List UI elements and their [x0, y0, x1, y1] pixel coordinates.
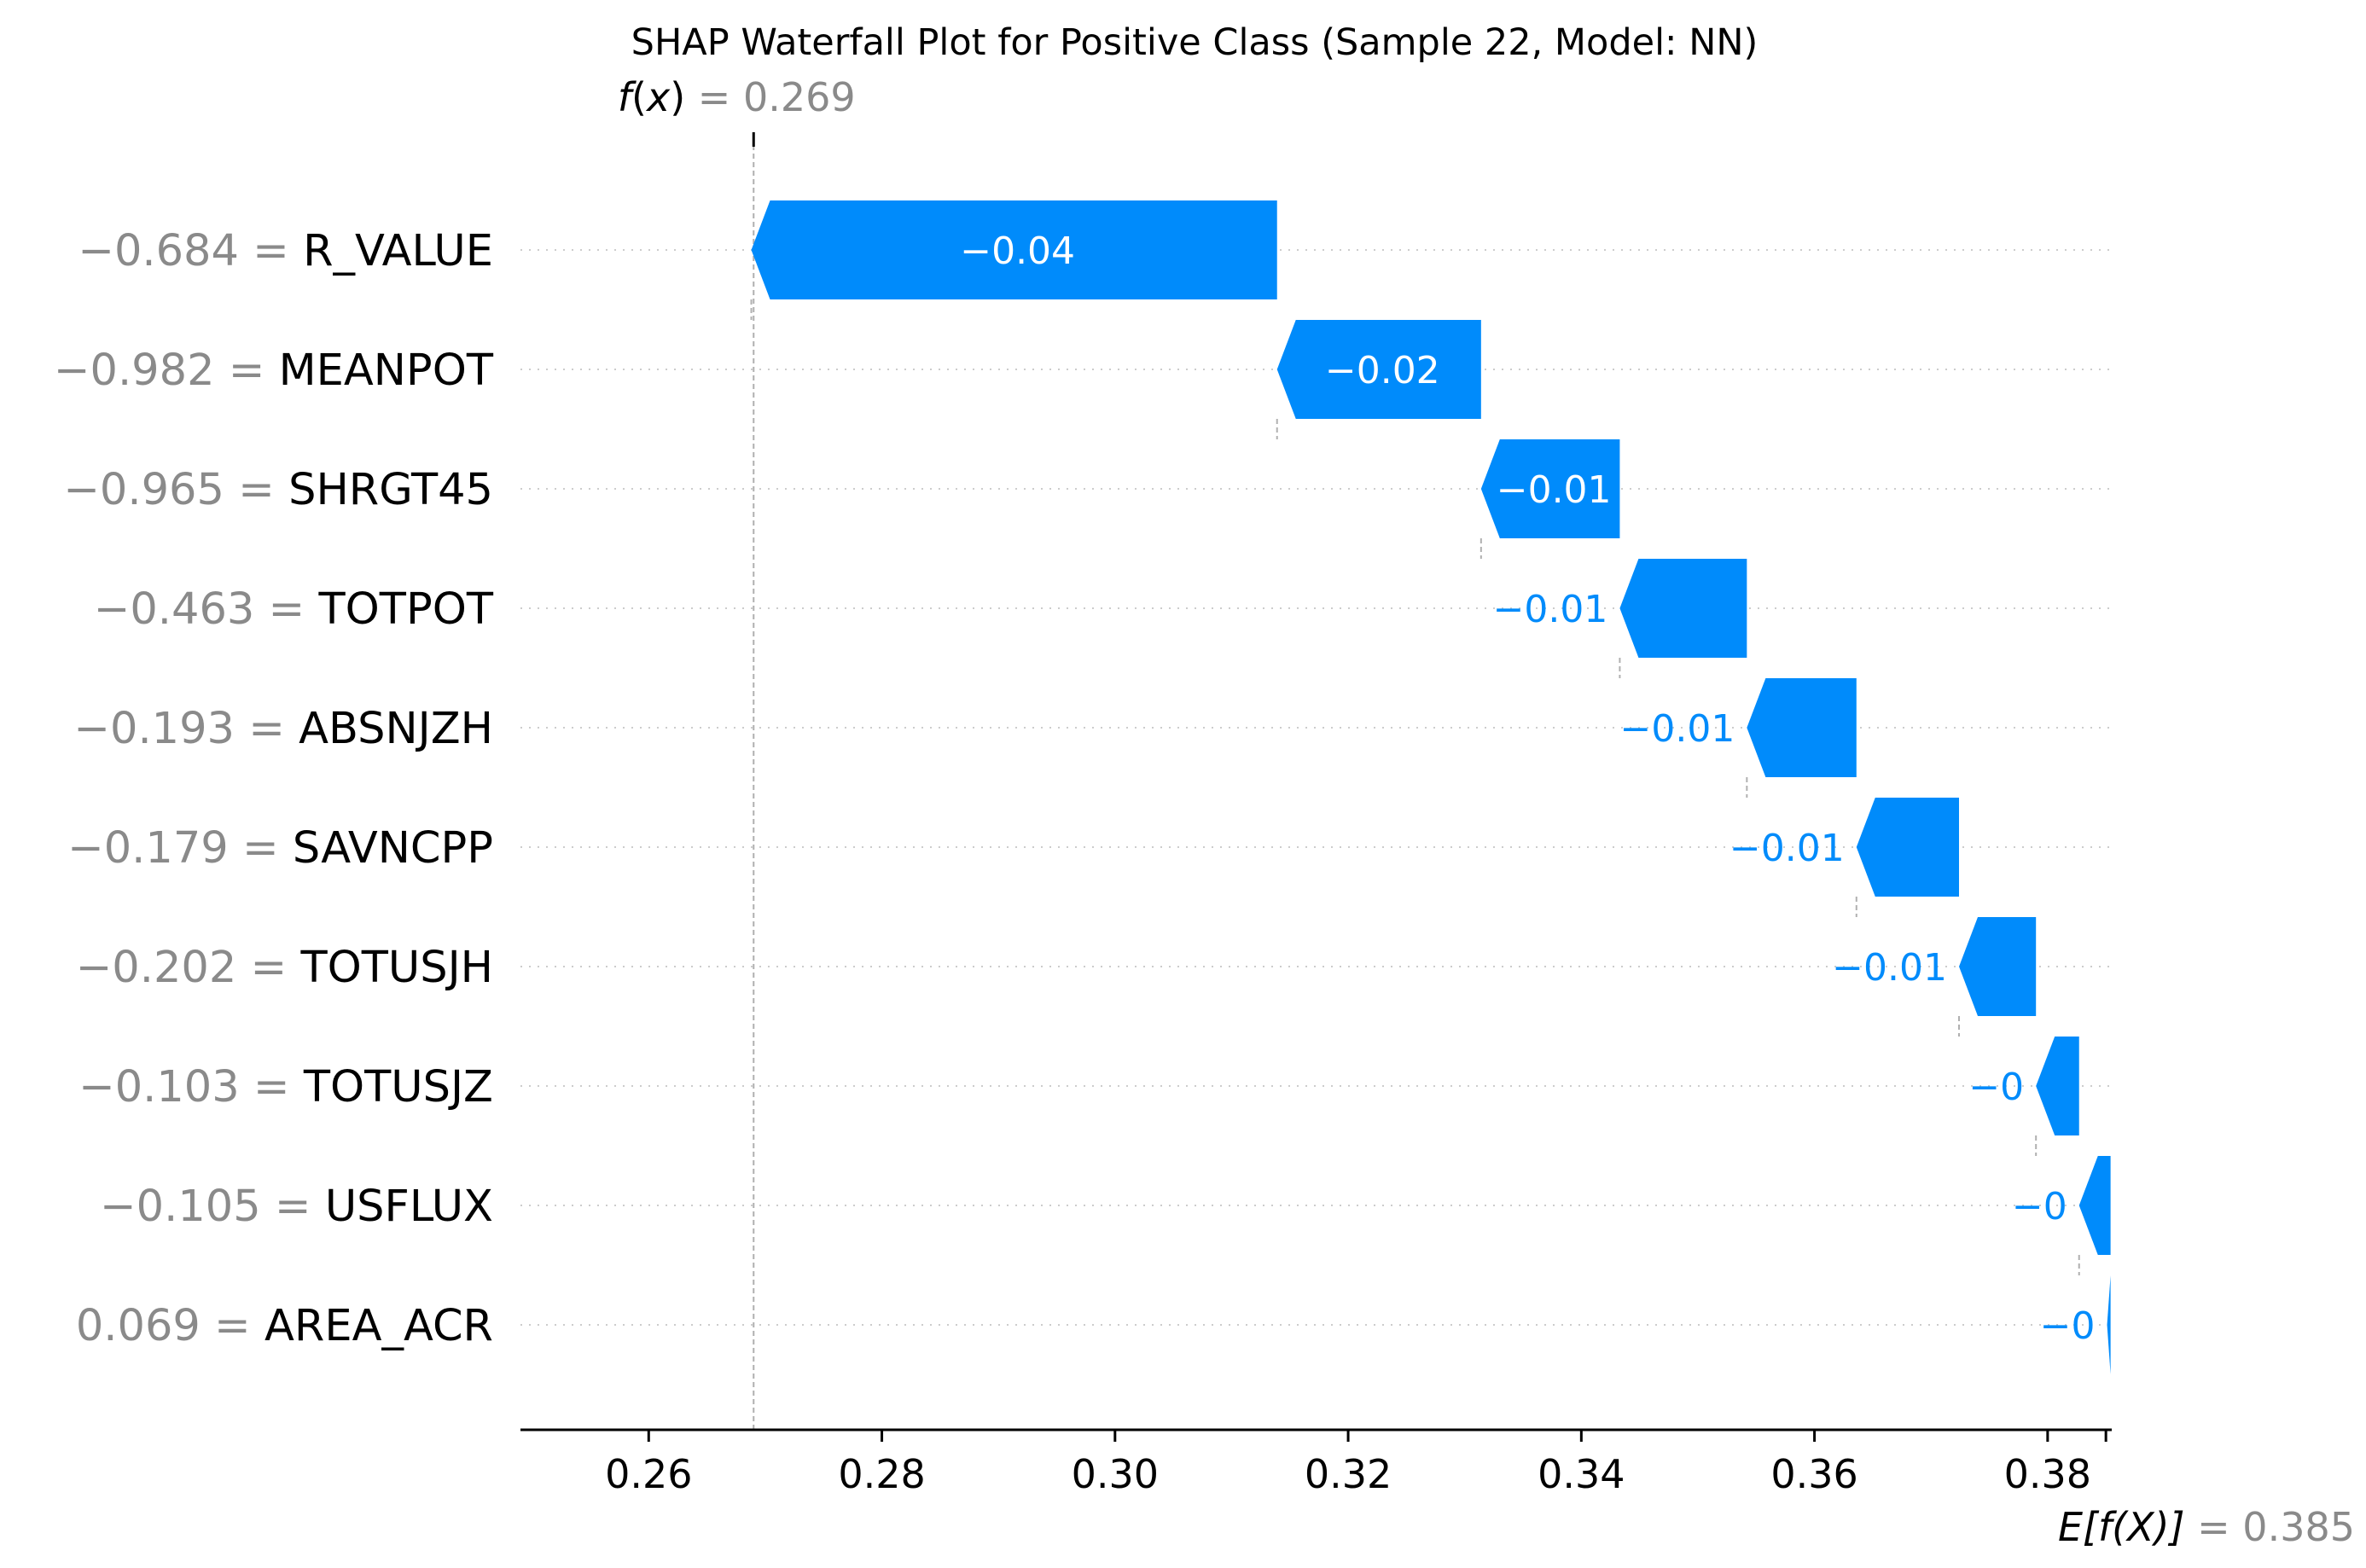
shap-bar	[1959, 917, 2037, 1016]
shap-value-label: −0.01	[1493, 588, 1608, 631]
connector-layer	[750, 136, 2080, 1430]
shap-value-label: −0.01	[1620, 707, 1735, 751]
shap-value-label: −0	[1968, 1066, 2024, 1109]
x-tick-label: 0.36	[1770, 1451, 1857, 1497]
shap-bar	[1276, 320, 1481, 419]
shap-value-label: −0.04	[960, 229, 1075, 273]
feature-label: −0.105 = USFLUX	[100, 1182, 493, 1232]
feature-label: −0.103 = TOTUSJZ	[78, 1062, 493, 1112]
shap-value-label: −0	[2012, 1185, 2067, 1228]
shap-value-label: −0.01	[1729, 827, 1845, 870]
shap-bar	[2107, 1275, 2111, 1374]
fx-label: f(x) = 0.269	[618, 74, 856, 120]
shap-bar	[1747, 678, 1857, 777]
feature-label: −0.202 = TOTUSJH	[76, 943, 493, 993]
shap-bar	[751, 200, 1277, 299]
x-tick-label: 0.26	[605, 1451, 692, 1497]
feature-label: −0.982 = MEANPOT	[54, 346, 494, 396]
label-layer: f(x) = 0.269 −0.04 −0.684 = R_VALUE −0.02 −0…	[54, 74, 2096, 1351]
shap-value-label: −0.01	[1832, 946, 1947, 990]
feature-label: −0.193 = ABSNJZH	[73, 704, 493, 754]
shap-value-label: −0	[2040, 1304, 2096, 1348]
bar-layer	[751, 200, 2111, 1374]
shap-value-label: −0.01	[1497, 468, 1612, 512]
x-tick-label: 0.28	[838, 1451, 925, 1497]
x-axis: 0.26 0.28 0.30 0.32 0.34 0.36 0.38 E[f(X)] = 0.…	[520, 132, 2355, 1550]
shap-bar	[1856, 798, 1960, 897]
feature-label: −0.463 = TOTPOT	[94, 584, 494, 635]
x-tick-label: 0.34	[1538, 1451, 1625, 1497]
feature-label: −0.684 = R_VALUE	[78, 226, 493, 276]
shap-bar	[1480, 439, 1620, 538]
feature-label: 0.069 = AREA_ACR	[76, 1301, 493, 1351]
x-tick-label: 0.32	[1305, 1451, 1392, 1497]
shap-bar	[2036, 1037, 2079, 1135]
x-tick-label: 0.38	[2004, 1451, 2091, 1497]
feature-label: −0.965 = SHRGT45	[63, 465, 493, 515]
chart-title: SHAP Waterfall Plot for Positive Class (…	[631, 21, 1759, 64]
shap-bar	[2078, 1156, 2111, 1255]
feature-label: −0.179 = SAVNCPP	[67, 823, 493, 874]
expected-value-label: E[f(X)] = 0.385	[2058, 1504, 2355, 1550]
shap-value-label: −0.02	[1325, 349, 1440, 392]
shap-bar	[1619, 559, 1747, 658]
x-tick-label: 0.30	[1072, 1451, 1159, 1497]
